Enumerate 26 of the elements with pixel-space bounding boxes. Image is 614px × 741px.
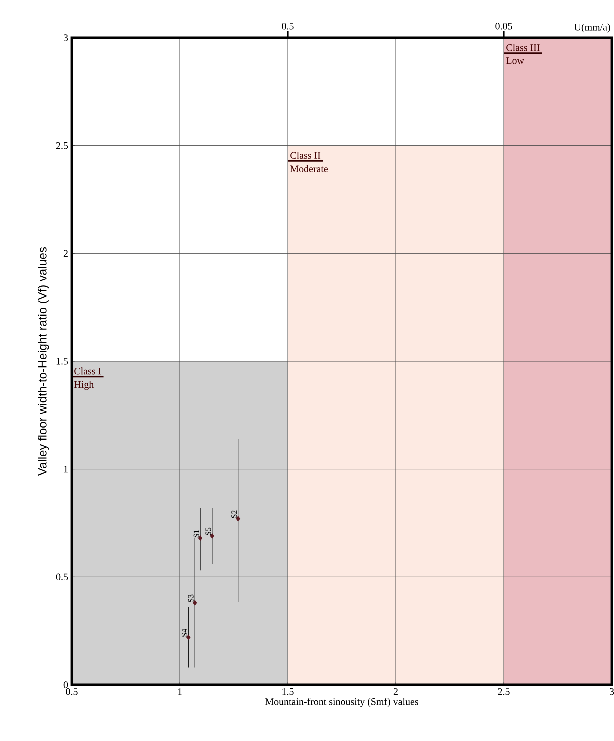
y-axis-title: Valley floor width-to-Height ratio (Vf) values: [38, 247, 50, 476]
text: U(mm/a): [574, 24, 610, 33]
x-axis-title: Mountain-front sinousity (Smf) values: [265, 698, 418, 708]
text: 0.05: [496, 23, 512, 30]
y-tick-label: 2.5: [56, 142, 68, 150]
annotation: High: [74, 381, 94, 390]
x-tick-label: 2: [394, 688, 398, 696]
point: [236, 516, 240, 522]
annotation: Class I: [74, 368, 102, 375]
x-tick-label: 2.5: [498, 688, 510, 696]
annotation: Class II: [290, 152, 321, 160]
text: 0.5: [282, 23, 294, 30]
y-tick-label: 1.5: [56, 358, 68, 365]
y-tick-label: 0: [64, 682, 68, 688]
y-tick-label: 1: [64, 466, 68, 473]
point: [210, 533, 215, 539]
point: [186, 634, 191, 640]
y-tick-label: 2: [64, 250, 68, 257]
annotation: Class III: [506, 44, 540, 52]
x-tick-label: 3: [610, 688, 614, 696]
annotation: Low: [506, 58, 524, 64]
y-tick-label: 3: [64, 34, 68, 42]
y-tick-label: 0.5: [56, 574, 68, 581]
annotation: Moderate: [290, 165, 328, 172]
x-tick-label: 1: [178, 688, 182, 696]
x-tick-label: 1.5: [282, 688, 294, 696]
